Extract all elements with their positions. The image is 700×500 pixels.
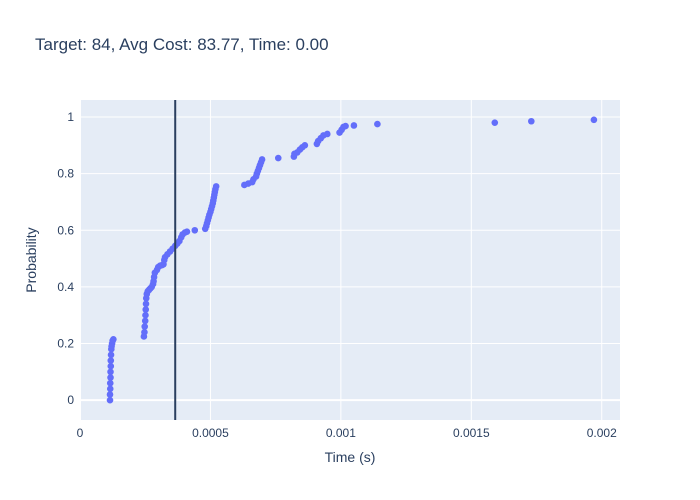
data-point <box>350 122 358 129</box>
x-tick-label: 0.002 <box>587 426 617 440</box>
data-point <box>274 154 282 162</box>
data-point <box>141 323 148 330</box>
data-point <box>107 362 115 370</box>
data-point <box>141 328 148 336</box>
y-tick-label: 0.6 <box>57 223 74 237</box>
data-point <box>374 120 381 128</box>
y-tick-label: 0.4 <box>57 280 74 294</box>
data-point <box>142 306 150 313</box>
data-point <box>110 335 117 343</box>
y-tick-label: 0 <box>67 393 74 407</box>
data-point <box>183 228 191 235</box>
x-tick-label: 0.001 <box>326 426 356 440</box>
data-point <box>106 391 114 398</box>
y-tick-label: 0.8 <box>57 167 74 181</box>
x-axis-ticks: 0 0.0005 0.001 0.0015 0.002 <box>77 426 617 440</box>
y-tick-label: 1 <box>67 110 74 124</box>
x-tick-label: 0 <box>77 426 84 440</box>
data-point <box>491 119 499 126</box>
data-point <box>106 396 114 404</box>
data-point <box>258 156 266 163</box>
y-axis-ticks: 0 0.2 0.4 0.6 0.8 1 <box>57 110 74 407</box>
data-point <box>106 379 114 387</box>
data-point <box>528 117 535 125</box>
x-tick-label: 0.0005 <box>192 426 229 440</box>
data-point <box>107 368 114 376</box>
data-point <box>342 122 349 130</box>
data-point <box>141 317 149 325</box>
data-point <box>301 142 309 149</box>
y-tick-label: 0.2 <box>57 337 74 351</box>
data-point <box>191 226 199 234</box>
data-point <box>107 374 114 381</box>
data-point <box>590 116 598 124</box>
data-point <box>142 311 149 319</box>
data-point <box>106 385 114 393</box>
x-tick-label: 0.0015 <box>453 426 490 440</box>
grid-lines <box>79 100 620 420</box>
data-points <box>106 116 598 404</box>
chart-title: Target: 84, Avg Cost: 83.77, Time: 0.00 <box>35 35 329 54</box>
data-point <box>212 183 220 190</box>
plot-area <box>80 100 620 420</box>
y-axis-label: Probability <box>23 227 39 292</box>
data-point <box>324 130 331 138</box>
x-axis-label: Time (s) <box>325 449 376 465</box>
data-point <box>142 300 150 308</box>
data-point <box>107 357 115 364</box>
data-point <box>107 351 115 359</box>
